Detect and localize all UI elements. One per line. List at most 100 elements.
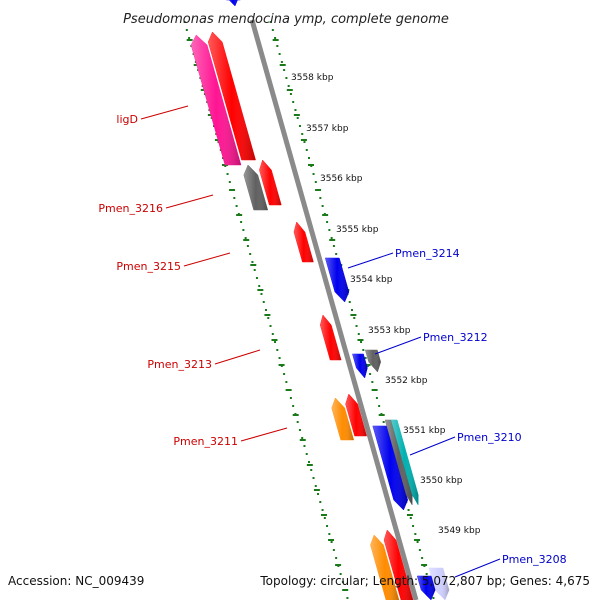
ruler-dot bbox=[276, 45, 279, 47]
gene-label-pmen-3211[interactable]: Pmen_3211 bbox=[173, 435, 238, 448]
ruler-dot bbox=[412, 525, 415, 527]
ruler-dot bbox=[271, 333, 274, 335]
gene-features bbox=[190, 0, 450, 600]
leader-line bbox=[140, 105, 189, 120]
topology-text: Topology: circular; Length: 5,072,807 bp… bbox=[259, 574, 590, 588]
ruler-dot bbox=[339, 573, 342, 575]
scale-label: 3554 kbp bbox=[350, 275, 393, 285]
ruler-dot bbox=[346, 597, 349, 599]
kbp-scale-labels: 3558 kbp 3557 kbp 3556 kbp 3555 kbp 3554… bbox=[291, 73, 481, 536]
ruler-dot bbox=[283, 69, 286, 71]
accession-text: Accession: NC_009439 bbox=[8, 574, 144, 588]
scale-label: 3549 kbp bbox=[438, 526, 481, 536]
ruler-dot bbox=[330, 237, 333, 239]
scale-label: 3558 kbp bbox=[291, 73, 334, 83]
ruler-dot bbox=[283, 373, 286, 375]
ruler-dot bbox=[258, 285, 261, 287]
label-leader-lines bbox=[140, 105, 501, 578]
gene-grey-3212b[interactable] bbox=[364, 349, 381, 373]
ruler-dot bbox=[371, 381, 374, 383]
ruler-dot bbox=[308, 157, 311, 159]
ruler-dot bbox=[260, 293, 263, 295]
ruler-dot bbox=[332, 549, 335, 551]
ruler-dot bbox=[301, 133, 304, 135]
ruler-dot bbox=[330, 541, 333, 543]
ruler-dot bbox=[382, 421, 385, 423]
gene-label-pmen-3208[interactable]: Pmen_3208 bbox=[502, 553, 567, 566]
ruler-dot bbox=[228, 181, 231, 183]
ruler-dot bbox=[348, 301, 351, 303]
ruler-dot bbox=[251, 261, 254, 263]
ruler-dot bbox=[249, 253, 252, 255]
right-scale-ruler bbox=[269, 21, 435, 599]
gene-label-ligD[interactable]: ligD bbox=[116, 113, 138, 126]
leader-line bbox=[374, 336, 422, 355]
ruler-dot bbox=[416, 541, 419, 543]
leader-line bbox=[347, 252, 394, 269]
gene-blue-top[interactable] bbox=[225, 0, 241, 7]
scale-label: 3550 kbp bbox=[420, 476, 463, 486]
ruler-dot bbox=[235, 205, 238, 207]
ruler-dot bbox=[425, 573, 428, 575]
leader-line bbox=[214, 349, 261, 365]
ruler-dot bbox=[274, 37, 277, 39]
ruler-dot bbox=[301, 437, 304, 439]
ruler-dot bbox=[312, 173, 315, 175]
ruler-dot bbox=[276, 349, 279, 351]
ruler-dot bbox=[312, 477, 315, 479]
ruler-dot bbox=[369, 373, 372, 375]
ruler-dot bbox=[262, 301, 265, 303]
ruler-dot bbox=[298, 125, 301, 127]
ruler-dot bbox=[375, 397, 378, 399]
ruler-dot bbox=[414, 533, 417, 535]
ruler-dot bbox=[271, 29, 274, 31]
ruler-dot bbox=[326, 525, 329, 527]
ruler-dot bbox=[285, 77, 288, 79]
gene-label-pmen-3212[interactable]: Pmen_3212 bbox=[423, 331, 488, 344]
ruler-dot bbox=[269, 325, 272, 327]
ruler-dot bbox=[351, 309, 353, 311]
scale-label: 3552 kbp bbox=[385, 376, 428, 386]
gene-label-pmen-3214[interactable]: Pmen_3214 bbox=[395, 247, 460, 260]
genome-backbone bbox=[249, 19, 419, 600]
ruler-dot bbox=[362, 349, 365, 351]
ruler-dot bbox=[319, 501, 322, 503]
leader-line bbox=[165, 194, 214, 209]
ruler-dot bbox=[296, 421, 299, 423]
map-title: Pseudomonas mendocina ymp, complete geno… bbox=[123, 12, 449, 27]
ruler-dot bbox=[409, 517, 412, 519]
ruler-dot bbox=[289, 397, 292, 399]
gene-label-pmen-3210[interactable]: Pmen_3210 bbox=[457, 431, 522, 444]
ruler-dot bbox=[240, 221, 243, 223]
ruler-dot bbox=[323, 517, 326, 519]
leader-line bbox=[240, 427, 288, 442]
ruler-dot bbox=[378, 405, 381, 407]
ruler-dot bbox=[278, 53, 281, 55]
ruler-dot bbox=[267, 317, 270, 319]
ruler-dot bbox=[296, 117, 299, 119]
ruler-dot bbox=[185, 29, 188, 31]
ruler-dot bbox=[289, 93, 292, 95]
ruler-dot bbox=[335, 253, 338, 255]
ruler-dot bbox=[357, 333, 360, 335]
ruler-dot bbox=[298, 429, 301, 431]
ruler-dot bbox=[269, 21, 272, 23]
ruler-dot bbox=[407, 509, 410, 511]
ruler-dot bbox=[274, 341, 277, 343]
ruler-dot bbox=[305, 149, 308, 151]
ruler-dot bbox=[305, 453, 308, 455]
gene-label-pmen-3215[interactable]: Pmen_3215 bbox=[116, 260, 181, 273]
ruler-dot bbox=[314, 181, 317, 183]
scale-label: 3555 kbp bbox=[336, 225, 379, 235]
ruler-dot bbox=[317, 493, 320, 495]
ruler-dot bbox=[328, 229, 331, 231]
ruler-dot bbox=[353, 317, 356, 319]
ruler-dot bbox=[360, 341, 363, 343]
gene-label-pmen-3216[interactable]: Pmen_3216 bbox=[98, 202, 163, 215]
gene-label-pmen-3213[interactable]: Pmen_3213 bbox=[147, 358, 212, 371]
scale-label: 3556 kbp bbox=[320, 174, 363, 184]
ruler-dot bbox=[280, 61, 283, 63]
ruler-dot bbox=[328, 533, 331, 535]
ruler-dot bbox=[287, 85, 290, 87]
